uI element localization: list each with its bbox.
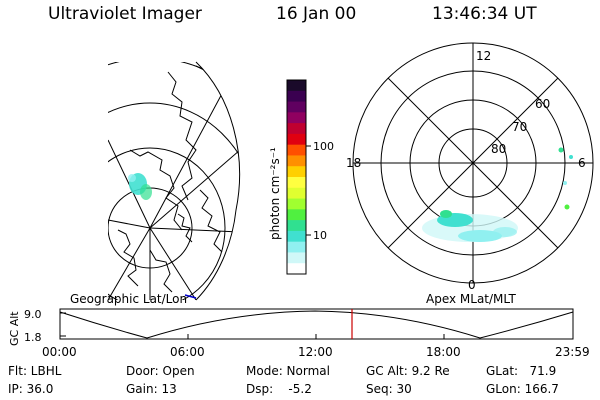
status-dsp: Dsp: -5.2 — [246, 382, 312, 396]
mlt-label-0: 0 — [468, 278, 476, 292]
aurora-oval-right — [422, 210, 518, 242]
mlt-label-18: 18 — [346, 156, 361, 170]
status-gc-alt: GC Alt: 9.2 Re — [366, 364, 450, 378]
x-tick-label-2359: 23:59 — [555, 345, 590, 359]
colorbar-swatch — [287, 144, 306, 156]
colorbar-swatch — [287, 198, 306, 210]
colorbar-swatch — [287, 101, 306, 113]
lat-label-80: 80 — [491, 142, 506, 156]
coastline — [117, 229, 139, 287]
status-seq: Seq: 30 — [366, 382, 412, 396]
polar-plot: 12 18 6 0 60 70 80 — [346, 42, 594, 292]
meridian-line — [108, 227, 151, 300]
header-time: 13:46:34 UT — [432, 4, 537, 24]
meridian-line — [149, 149, 240, 229]
status-ip: IP: 36.0 — [8, 382, 54, 396]
meridian-line — [149, 227, 197, 300]
altitude-ylabel: GC Alt — [8, 311, 21, 346]
colorbar-swatch — [287, 220, 306, 232]
header-title: Ultraviolet Imager — [48, 4, 202, 24]
status-glat: GLat: 71.9 — [486, 364, 557, 378]
apex-caption: Apex MLat/MLT — [426, 292, 516, 306]
colorbar-swatch — [287, 252, 306, 264]
colorbar-swatch — [287, 177, 306, 189]
x-tick-label-1200: 12:00 — [298, 345, 333, 359]
aurora-dot — [564, 204, 570, 210]
colorbar-swatch — [287, 123, 306, 135]
colorbar-swatch — [287, 166, 306, 178]
polar-axis-diagonal — [387, 77, 559, 249]
status-glon: GLon: 166.7 — [486, 382, 559, 396]
lat-label-70: 70 — [512, 120, 527, 134]
meridian-line — [149, 62, 240, 229]
aurora-dot — [563, 181, 567, 185]
coastline — [129, 149, 183, 231]
aurora-dot — [558, 147, 564, 153]
mlt-label-12: 12 — [476, 49, 491, 63]
colorbar-swatches — [287, 80, 306, 275]
colorbar-unit-label: photon cm⁻²s⁻¹ — [268, 147, 282, 240]
colorbar-tick-10: 10 — [313, 229, 327, 242]
status-door: Door: Open — [126, 364, 195, 378]
colorbar-tick-100: 100 — [313, 140, 334, 153]
status-mode: Mode: Normal — [246, 364, 330, 378]
altitude-plot: 9.0 1.8 GC Alt 00:00 06:00 12:00 18:00 2… — [8, 308, 590, 359]
status-gain: Gain: 13 — [126, 382, 177, 396]
meridian-line — [108, 219, 151, 229]
status-filter: Flt: LBHL — [8, 364, 62, 378]
geographic-caption: Geographic Lat/Lon — [70, 292, 188, 306]
lat-label-60: 60 — [535, 97, 550, 111]
colorbar-frame — [286, 79, 307, 275]
colorbar-swatch — [287, 263, 306, 275]
colorbar-swatch — [287, 112, 306, 124]
colorbar-swatch — [287, 230, 306, 243]
pole-marker — [184, 294, 197, 299]
coastline — [199, 189, 223, 253]
colorbar-swatch — [287, 155, 306, 167]
meridian-line — [149, 227, 240, 233]
x-tick-label-1800: 18:00 — [426, 345, 461, 359]
colorbar-swatch — [287, 209, 306, 221]
coastline — [149, 249, 173, 293]
colorbar-swatch — [287, 187, 306, 200]
colorbar-swatch — [287, 133, 306, 146]
y-tick-label-1-8: 1.8 — [24, 331, 42, 344]
y-tick-label-9: 9.0 — [24, 308, 42, 321]
coastline — [167, 71, 197, 201]
lat-circle-mid — [108, 147, 226, 300]
colorbar-swatch — [287, 90, 306, 103]
altitude-curve — [59, 310, 574, 339]
globe-limb — [195, 61, 241, 301]
header-date: 16 Jan 00 — [276, 4, 357, 24]
coastline — [177, 213, 193, 243]
x-tick-label-0600: 06:00 — [170, 345, 205, 359]
colorbar-swatch — [287, 80, 306, 92]
aurora-dot — [569, 155, 573, 159]
mlt-label-6: 6 — [578, 156, 586, 170]
colorbar: 100 10 photon cm⁻²s⁻¹ — [268, 79, 334, 275]
aurora-patch-left — [128, 173, 152, 200]
x-tick-label-0000: 00:00 — [42, 345, 77, 359]
lat-circle-outer — [108, 102, 240, 300]
colorbar-swatch — [287, 241, 306, 253]
